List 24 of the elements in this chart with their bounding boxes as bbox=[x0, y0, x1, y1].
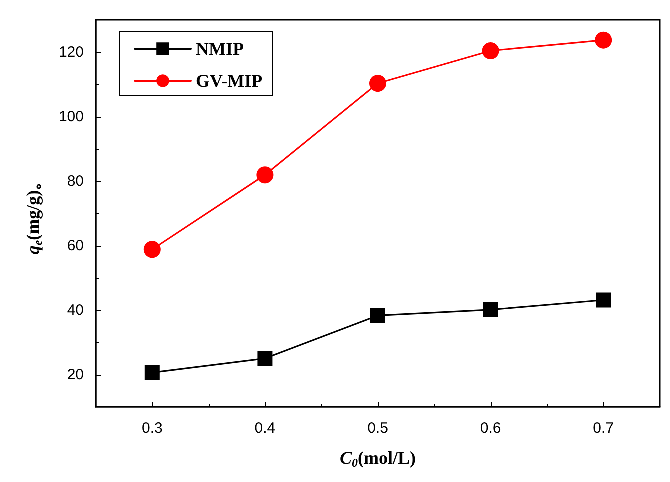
point bbox=[482, 42, 500, 60]
point bbox=[370, 75, 386, 92]
point bbox=[596, 292, 612, 308]
y-tick-label: 80 bbox=[67, 172, 84, 190]
y-tick-label: 120 bbox=[58, 44, 84, 61]
point bbox=[258, 351, 273, 366]
point bbox=[144, 241, 161, 258]
legend-label: NMIP bbox=[196, 39, 244, 59]
legend-label: GV-MIP bbox=[196, 71, 263, 91]
y-tick-label: 60 bbox=[67, 237, 84, 254]
y-tick-label: 100 bbox=[58, 108, 84, 126]
x-tick-label: 0.7 bbox=[593, 420, 614, 437]
x-tick-label: 0.4 bbox=[254, 420, 276, 437]
point bbox=[370, 308, 386, 324]
point bbox=[144, 365, 160, 380]
y-tick-label: 20 bbox=[67, 366, 84, 384]
x-tick-label: 0.6 bbox=[480, 420, 502, 437]
x-tick-label: 0.3 bbox=[142, 420, 163, 437]
y-tick-label: 40 bbox=[67, 302, 84, 319]
point bbox=[256, 166, 274, 184]
y-axis-title: qe(mg/g)。 bbox=[23, 172, 45, 255]
point bbox=[483, 302, 498, 318]
point bbox=[595, 32, 612, 49]
x-tick-label: 0.5 bbox=[368, 420, 388, 437]
